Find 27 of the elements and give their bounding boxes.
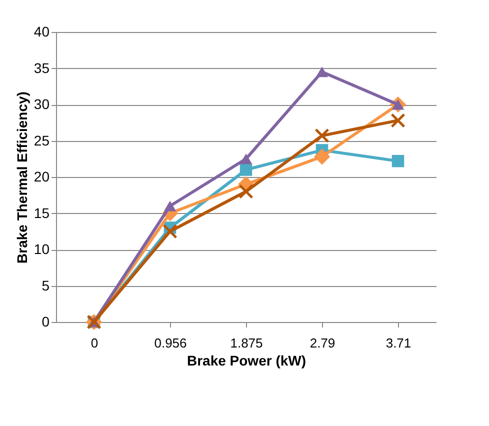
y-tick-label: 30 (34, 96, 50, 112)
y-tick-label: 35 (34, 60, 50, 76)
x-tick-label: 2.79 (310, 336, 336, 350)
point (314, 128, 330, 144)
y-tick-label: 40 (34, 24, 50, 40)
x-tick-label: 0.956 (154, 336, 187, 350)
y-tick-label: 5 (42, 277, 50, 294)
y-tick-label: 0 (42, 314, 50, 330)
x-axis-title: Brake Power (kW) (186, 352, 306, 368)
point (316, 66, 328, 78)
point (240, 164, 252, 176)
x-tick-label: 0 (90, 336, 98, 350)
point (390, 113, 406, 128)
x-tick-label: 3.71 (386, 336, 412, 350)
y-tick-label: 25 (34, 132, 50, 148)
x-tick-label: 1.875 (230, 336, 263, 350)
point (392, 154, 404, 168)
y-tick-label: 15 (34, 204, 50, 221)
point (392, 99, 404, 110)
point (238, 184, 254, 199)
y-tick-label: 20 (34, 168, 50, 184)
point (164, 200, 176, 212)
point (162, 224, 178, 239)
y-tick-label: 10 (34, 241, 50, 257)
point (314, 148, 330, 165)
point (240, 154, 252, 164)
y-axis-title: Brake Thermal Efficiency) (14, 92, 30, 264)
